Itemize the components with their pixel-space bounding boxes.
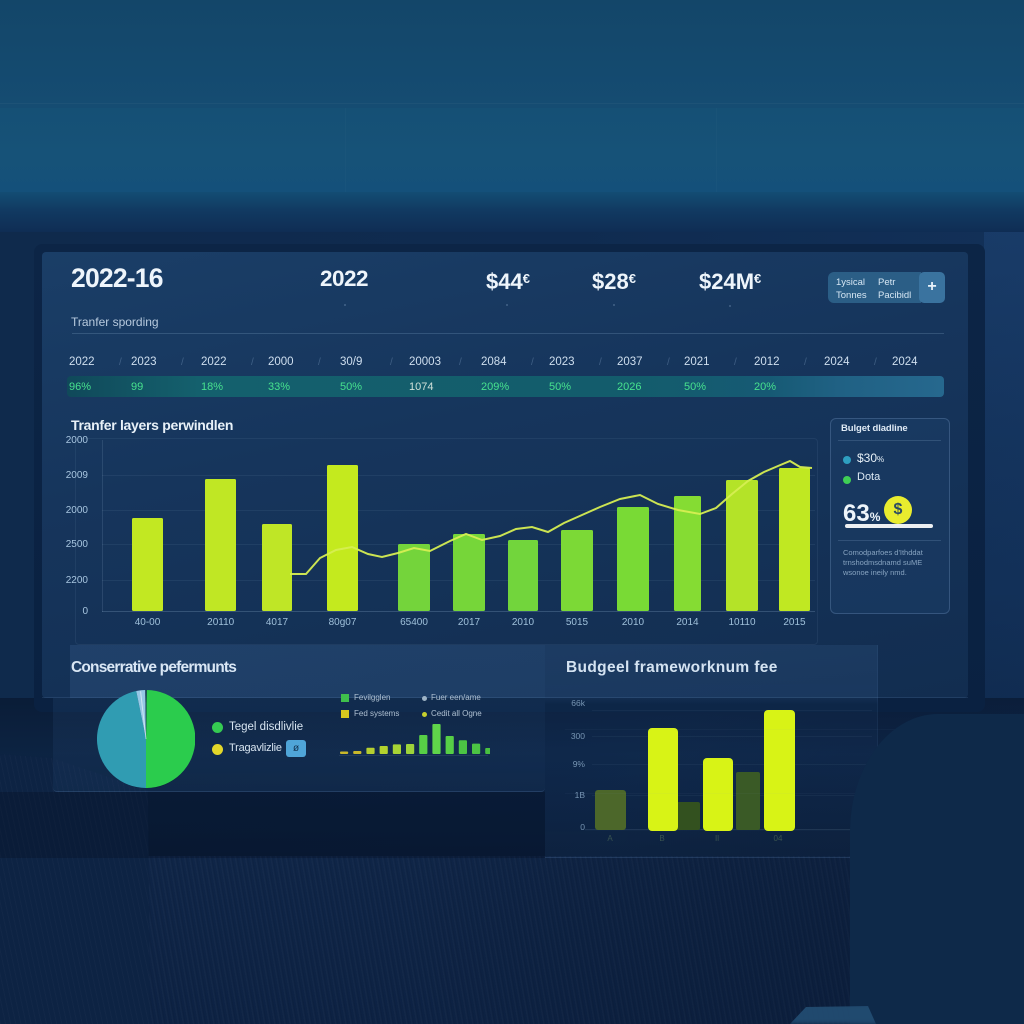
svg-text:2010: 2010 <box>622 617 645 628</box>
svg-text:A: A <box>607 834 613 843</box>
svg-text:2010: 2010 <box>512 617 535 628</box>
svg-text:10110: 10110 <box>728 617 756 628</box>
svg-text:04: 04 <box>774 834 783 843</box>
svg-text:20110: 20110 <box>207 617 235 628</box>
svg-text:2017: 2017 <box>458 617 481 628</box>
svg-text:2014: 2014 <box>676 617 699 628</box>
svg-text:B: B <box>659 834 664 843</box>
svg-text:40-00: 40-00 <box>135 617 161 628</box>
svg-text:2015: 2015 <box>783 617 806 628</box>
svg-text:Il: Il <box>715 834 719 843</box>
svg-text:4017: 4017 <box>266 617 289 628</box>
svg-text:5015: 5015 <box>566 617 589 628</box>
svg-text:65400: 65400 <box>400 617 428 628</box>
svg-text:80g07: 80g07 <box>329 617 357 628</box>
